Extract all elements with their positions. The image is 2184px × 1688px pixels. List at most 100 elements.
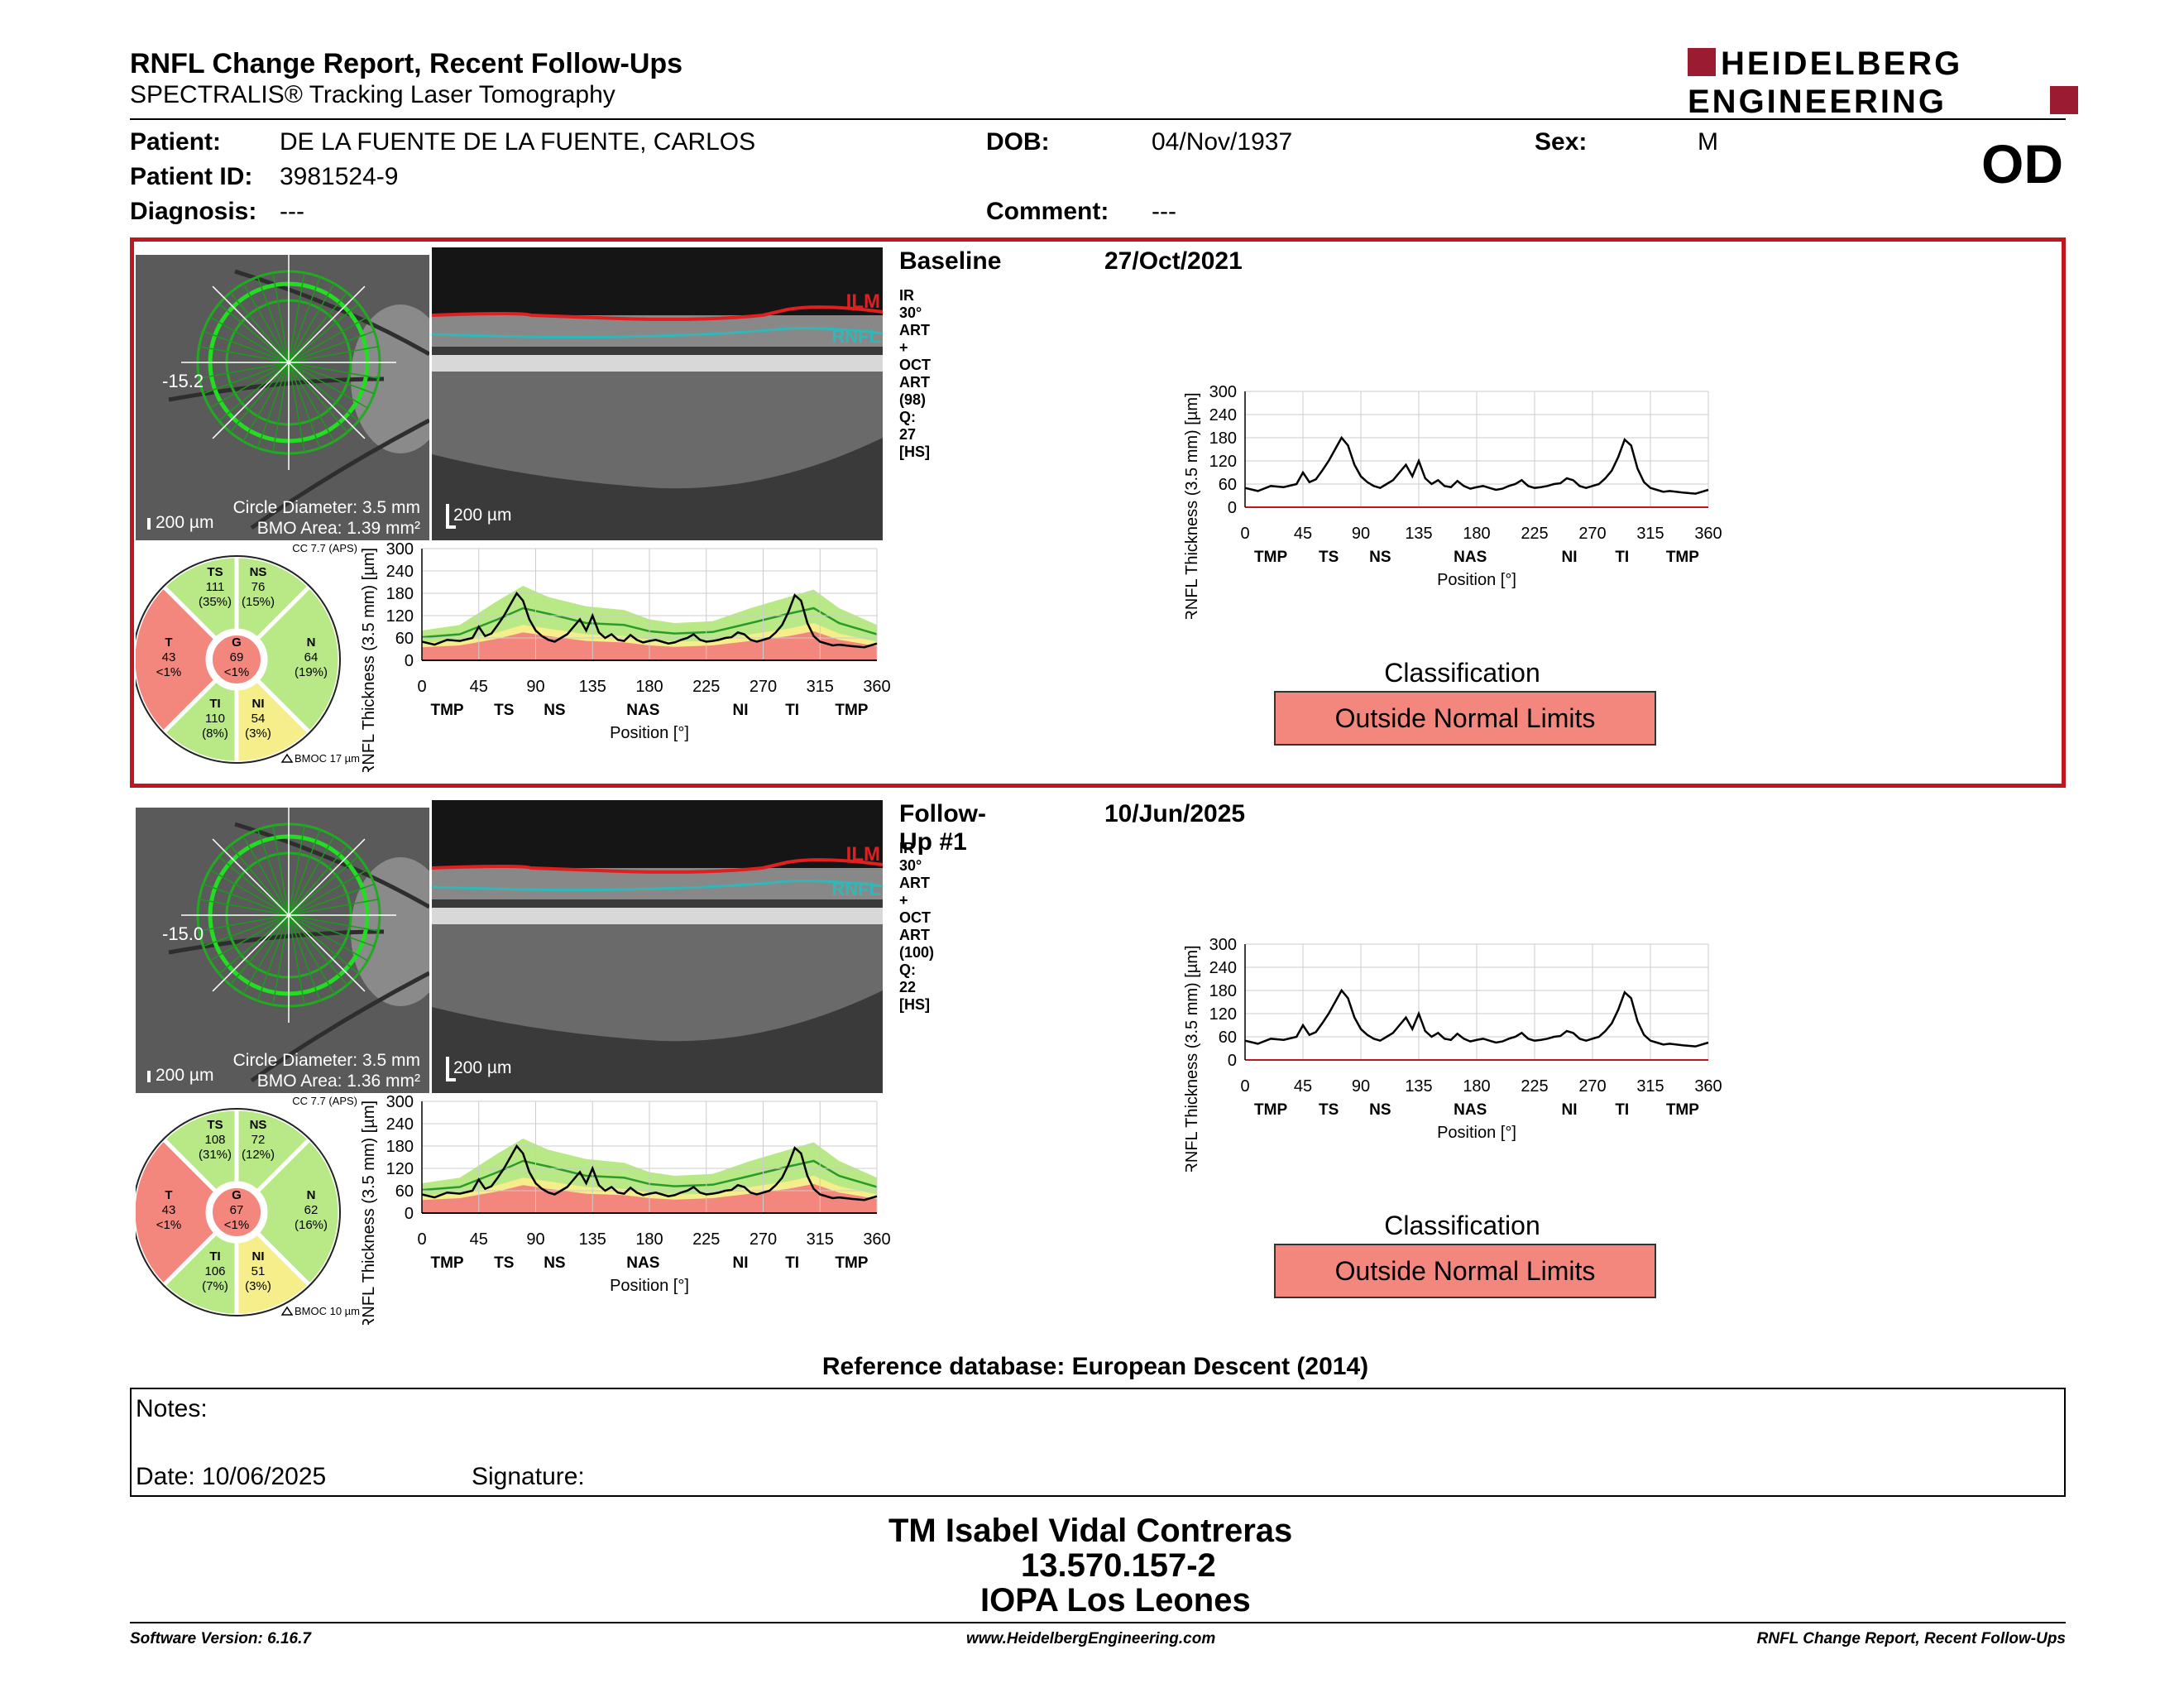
- y-axis-label: RNFL Thickness (3.5 mm) [µm]: [1183, 945, 1201, 1172]
- oct-bscan-image: ILM RNFL 200 µm: [432, 800, 883, 1093]
- sector-axis-label: TMP: [1666, 1101, 1699, 1119]
- x-tick-label: 45: [470, 1230, 488, 1249]
- notes-box: [130, 1388, 2066, 1497]
- sector-axis-label: TI: [785, 702, 799, 719]
- svg-text:HEIDELBERG: HEIDELBERG: [1721, 46, 1962, 82]
- y-tick-label: 0: [1228, 499, 1237, 517]
- sector-ti-pct: (8%): [202, 727, 228, 741]
- y-tick-label: 60: [395, 630, 414, 648]
- y-tick-label: 180: [386, 585, 414, 603]
- sex-value: M: [1698, 128, 1718, 156]
- x-tick-label: 90: [1352, 525, 1370, 543]
- comment-label: Comment:: [986, 198, 1109, 225]
- y-axis-label: RNFL Thickness (3.5 mm) [µm]: [360, 548, 378, 772]
- signer-org: IOPA Los Leones: [980, 1582, 1251, 1618]
- x-tick-label: 180: [635, 1230, 663, 1249]
- oct-bscan-image: ILM RNFL 200 µm: [432, 247, 883, 540]
- footer-divider: [130, 1622, 2066, 1623]
- fundus-image: -15.0 200 µm Circle Diameter: 3.5 mm BMO Ar…: [136, 808, 429, 1093]
- sector-axis-label: NI: [733, 702, 749, 719]
- sector-g: [209, 1185, 264, 1240]
- exam-label: Follow-Up #1: [899, 800, 986, 856]
- y-tick-label: 240: [1209, 959, 1237, 977]
- sector-t-pct: <1%: [156, 665, 181, 679]
- patient-id-value: 3981524-9: [280, 163, 399, 190]
- thickness-chart-container: 0 60 120 180 240 300 0 45 90 135 180 225 270 315 360 TM…: [1179, 936, 1725, 1175]
- sector-g-pct: <1%: [224, 665, 249, 679]
- sector-g-name: G: [232, 635, 242, 650]
- rnfl-normative-chart: 0 60 120 180 240 300 0 45 90 135 180 225 270 315 360 TM…: [360, 540, 891, 777]
- sector-axis-label: TMP: [1666, 549, 1699, 566]
- y-tick-label: 0: [1228, 1052, 1237, 1070]
- sector-t-name: T: [165, 635, 172, 650]
- x-tick-label: 180: [635, 678, 663, 696]
- sector-ti-value: 106: [204, 1264, 225, 1278]
- sector-axis-label: NAS: [626, 1254, 659, 1272]
- x-tick-label: 315: [1636, 1077, 1664, 1096]
- x-tick-label: 360: [863, 1230, 890, 1249]
- classification-result: Outside Normal Limits: [1274, 1244, 1656, 1298]
- sector-axis-label: TI: [785, 1254, 799, 1272]
- exam-date: 10/Jun/2025: [1104, 800, 1246, 827]
- thickness-chart-container: 0 60 120 180 240 300 0 45 90 135 180 225 270 315 360 TM…: [1179, 383, 1725, 622]
- bmo-area: BMO Area: 1.36 mm²: [257, 1072, 420, 1091]
- sector-g: [209, 632, 264, 687]
- rnfl-thickness-chart: 0 60 120 180 240 300 0 45 90 135 180 225 270 315 360 TM…: [1183, 383, 1722, 622]
- bmoc-label: BMOC 10 µm: [295, 1305, 360, 1317]
- sector-axis-label: TMP: [1254, 549, 1287, 566]
- sector-ns-name: NS: [250, 1118, 267, 1132]
- x-tick-label: 270: [1578, 1077, 1606, 1096]
- reference-database: Reference database: European Descent (20…: [821, 1353, 1369, 1380]
- normative-chart-container: 0 60 120 180 240 300 0 45 90 135 180 225 270 315 360 TM…: [356, 540, 893, 777]
- x-tick-label: 135: [579, 1230, 606, 1249]
- bmo-area: BMO Area: 1.39 mm²: [257, 519, 420, 538]
- x-axis-label: Position [°]: [610, 724, 689, 742]
- x-tick-label: 360: [1694, 525, 1722, 543]
- heidelberg-logo: HEIDELBERG ENGINEERING: [1688, 45, 2081, 120]
- sector-ts-value: 108: [204, 1133, 225, 1147]
- bmoc-label: BMOC 17 µm: [295, 752, 360, 765]
- sector-axis-label: TMP: [1254, 1101, 1287, 1119]
- fundus-image: -15.2 200 µm Circle Diameter: 3.5 mm BMO Ar…: [136, 255, 429, 540]
- x-tick-label: 45: [1294, 1077, 1312, 1096]
- x-tick-label: 90: [526, 1230, 544, 1249]
- cc-label: CC 7.7 (APS): [292, 1095, 357, 1107]
- fundus-angle: -15.0: [162, 923, 204, 944]
- report-title: RNFL Change Report, Recent Follow-Ups: [130, 48, 683, 79]
- sector-thickness-pie: TS 111 (35%) NS 76 (15%) T 43 <1% G 69 <1% N 64 (19%) T…: [131, 542, 367, 770]
- sector-ns-value: 72: [251, 1133, 266, 1147]
- x-tick-label: 90: [1352, 1077, 1370, 1096]
- x-tick-label: 0: [1240, 525, 1249, 543]
- classification-result: Outside Normal Limits: [1274, 691, 1656, 746]
- y-tick-label: 60: [1219, 1029, 1237, 1047]
- signer-id: 13.570.157-2: [1021, 1547, 1216, 1584]
- sector-ti-value: 110: [205, 712, 225, 726]
- y-tick-label: 0: [405, 652, 414, 670]
- x-tick-label: 225: [1521, 525, 1548, 543]
- sector-axis-label: TMP: [431, 1254, 464, 1272]
- footer-report-name: RNFL Change Report, Recent Follow-Ups: [1756, 1630, 2066, 1647]
- sector-axis-label: NI: [1562, 549, 1578, 566]
- x-tick-label: 315: [807, 678, 834, 696]
- sector-axis-label: NS: [1369, 549, 1391, 566]
- sector-axis-label: TS: [1319, 1101, 1339, 1119]
- website-link[interactable]: www.HeidelbergEngineering.com: [966, 1630, 1216, 1647]
- x-axis-label: Position [°]: [1437, 571, 1516, 589]
- y-tick-label: 180: [1209, 429, 1237, 448]
- x-tick-label: 270: [1578, 525, 1606, 543]
- x-tick-label: 360: [863, 678, 890, 696]
- y-tick-label: 180: [1209, 982, 1237, 1000]
- x-tick-label: 0: [417, 1230, 426, 1249]
- y-tick-label: 60: [1219, 476, 1237, 494]
- x-tick-label: 135: [1405, 525, 1432, 543]
- sector-ni-name: NI: [252, 697, 265, 711]
- x-tick-label: 45: [470, 678, 488, 696]
- x-tick-label: 135: [579, 678, 606, 696]
- sector-ti-name: TI: [209, 1249, 220, 1264]
- sector-axis-label: NAS: [626, 702, 659, 719]
- notes-date: Date: 10/06/2025: [136, 1463, 327, 1490]
- signer-name: TM Isabel Vidal Contreras: [888, 1513, 1293, 1549]
- x-tick-label: 45: [1294, 525, 1312, 543]
- rnfl-thickness-line: [1244, 988, 1709, 1048]
- sector-t-value: 43: [162, 650, 176, 664]
